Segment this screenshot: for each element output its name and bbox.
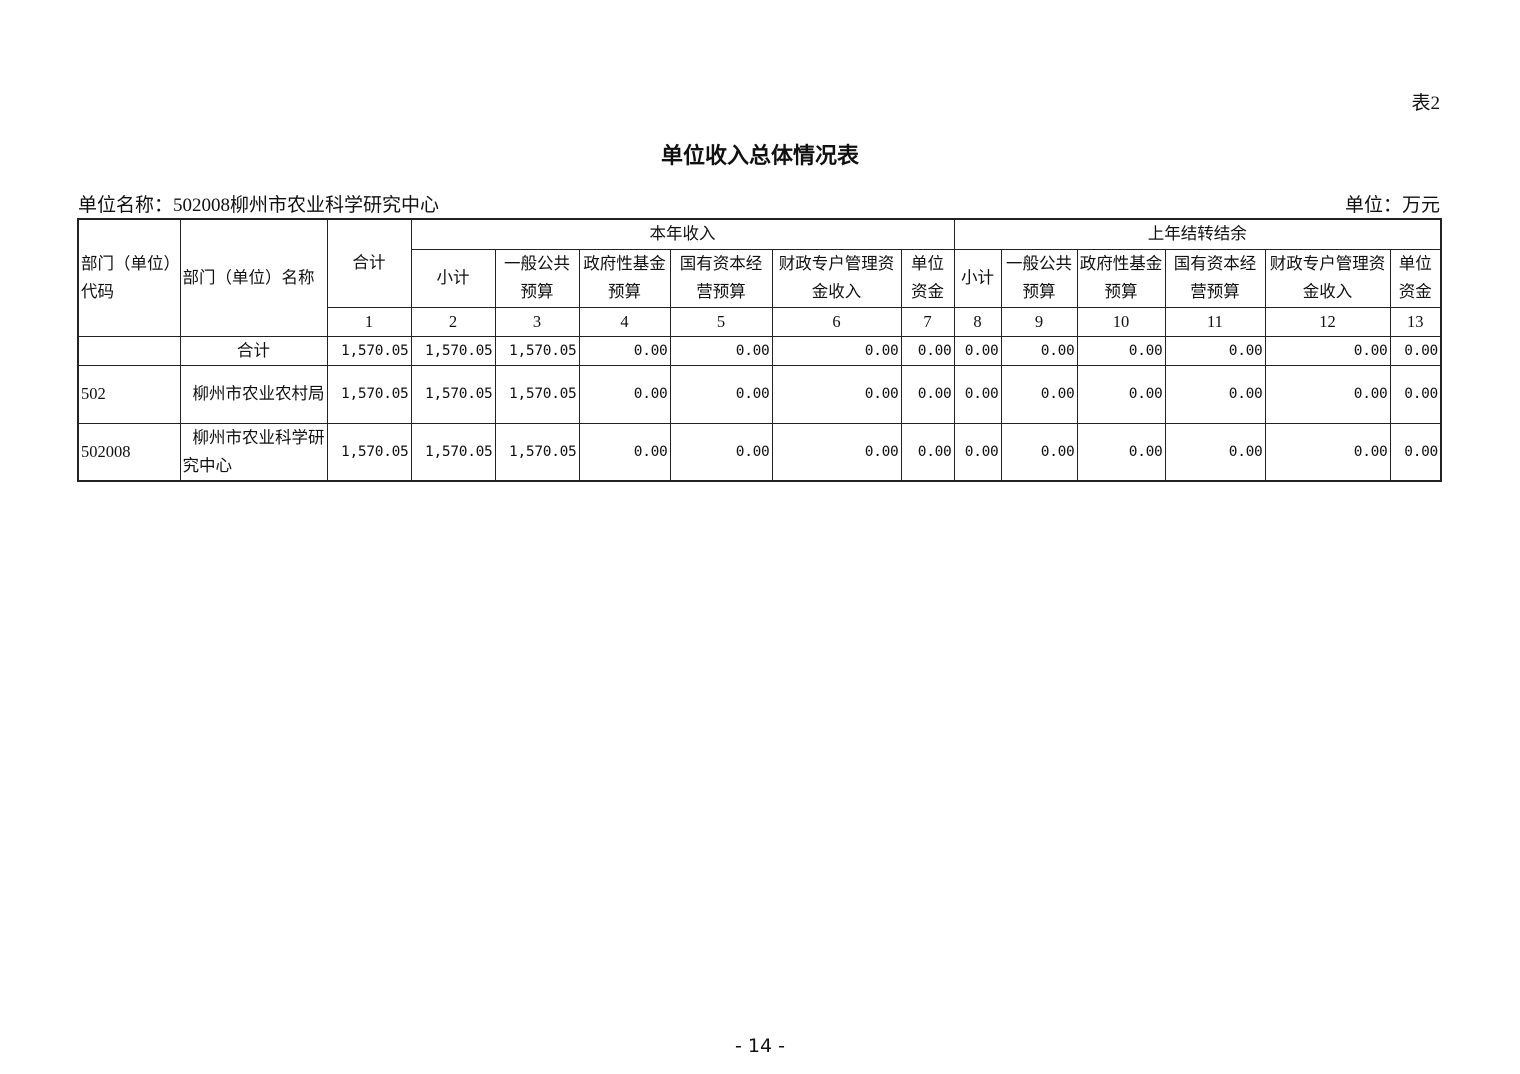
cell-value: 0.00 bbox=[900, 422, 955, 482]
income-table: 部门（单位）代码 部门（单位）名称 合计 本年收入 上年结转结余 小计 一般公共预… bbox=[77, 218, 1442, 482]
cell-value: 0.00 bbox=[953, 364, 1002, 424]
header-row-3: 1 2 3 4 5 6 7 8 9 10 11 12 13 bbox=[78, 306, 1442, 337]
cell-value: 1,570.05 bbox=[494, 335, 580, 366]
page-title: 单位收入总体情况表 bbox=[660, 144, 859, 169]
cell-value: 1,570.05 bbox=[410, 364, 496, 424]
cell-value: 0.00 bbox=[1264, 335, 1391, 366]
header-current-col: 国有资本经营预算 bbox=[669, 248, 773, 308]
cell-value: 1,570.05 bbox=[326, 422, 412, 482]
cell-value: 1,570.05 bbox=[326, 364, 412, 424]
cell-value: 0.00 bbox=[1389, 335, 1442, 366]
header-current-col: 单位资金 bbox=[900, 248, 955, 308]
table-row: 502 柳州市农业农村局 1,570.05 1,570.05 1,570.05 0.00 0… bbox=[77, 364, 1442, 424]
header-prior-col: 财政专户管理资金收入 bbox=[1264, 248, 1391, 308]
cell-name: 柳州市农业农村局 bbox=[179, 364, 328, 424]
cell-value: 0.00 bbox=[1076, 335, 1166, 366]
cell-value: 0.00 bbox=[1264, 364, 1391, 424]
unit-name: 单位名称：502008柳州市农业科学研究中心 bbox=[78, 195, 440, 216]
cell-value: 0.00 bbox=[1264, 422, 1391, 482]
cell-value: 0.00 bbox=[900, 335, 955, 366]
cell-value: 0.00 bbox=[669, 422, 773, 482]
cell-value: 0.00 bbox=[578, 364, 671, 424]
header-column-number: 2 bbox=[410, 306, 496, 337]
cell-value: 0.00 bbox=[771, 364, 902, 424]
currency-unit: 单位：万元 bbox=[1344, 195, 1440, 216]
header-prior-col: 小计 bbox=[953, 248, 1002, 308]
header-column-number: 3 bbox=[494, 306, 580, 337]
cell-value: 0.00 bbox=[669, 364, 773, 424]
cell-value: 0.00 bbox=[1076, 364, 1166, 424]
cell-value: 1,570.05 bbox=[326, 335, 412, 366]
cell-value: 0.00 bbox=[1000, 422, 1078, 482]
cell-value: 0.00 bbox=[953, 422, 1002, 482]
header-column-number: 1 bbox=[326, 306, 412, 337]
cell-value: 0.00 bbox=[953, 335, 1002, 366]
cell-value: 0.00 bbox=[1000, 335, 1078, 366]
cell-value: 0.00 bbox=[669, 335, 773, 366]
header-row-2: 小计 一般公共预算 政府性基金预算 国有资本经营预算 财政专户管理资金收入 单位资金 小计一… bbox=[78, 248, 1442, 308]
header-column-number: 5 bbox=[669, 306, 773, 337]
header-column-number: 12 bbox=[1264, 306, 1391, 337]
cell-value: 0.00 bbox=[1389, 364, 1442, 424]
header-prior-col: 一般公共预算 bbox=[1000, 248, 1078, 308]
cell-code: 502 bbox=[77, 364, 181, 424]
header-row-1: 部门（单位）代码 部门（单位）名称 合计 本年收入 上年结转结余 bbox=[77, 218, 1442, 337]
header-column-number: 8 bbox=[953, 306, 1002, 337]
cell-value: 0.00 bbox=[900, 364, 955, 424]
cell-value: 0.00 bbox=[1164, 335, 1266, 366]
header-column-number: 9 bbox=[1000, 306, 1078, 337]
cell-name: 柳州市农业科学研究中心 bbox=[179, 422, 328, 482]
cell-value: 0.00 bbox=[578, 422, 671, 482]
cell-value: 0.00 bbox=[1000, 364, 1078, 424]
header-current-col: 财政专户管理资金收入 bbox=[771, 248, 902, 308]
header-column-number: 13 bbox=[1389, 306, 1442, 337]
cell-value: 1,570.05 bbox=[410, 335, 496, 366]
header-prior-col: 单位资金 bbox=[1389, 248, 1442, 308]
cell-value: 0.00 bbox=[578, 335, 671, 366]
header-column-number: 4 bbox=[578, 306, 671, 337]
header-current-col: 政府性基金预算 bbox=[578, 248, 671, 308]
header-code: 部门（单位）代码 bbox=[77, 218, 181, 337]
cell-value: 0.00 bbox=[1389, 422, 1442, 482]
header-column-number: 11 bbox=[1164, 306, 1266, 337]
header-total: 合计 bbox=[326, 218, 412, 308]
table-label: 表2 bbox=[1411, 93, 1440, 114]
header-column-number: 6 bbox=[771, 306, 902, 337]
header-name: 部门（单位）名称 bbox=[179, 218, 328, 337]
header-prior-col: 政府性基金预算 bbox=[1076, 248, 1166, 308]
cell-code: 502008 bbox=[77, 422, 181, 482]
header-current-col: 小计 bbox=[410, 248, 496, 308]
page-number: - 14 - bbox=[735, 1035, 785, 1057]
cell-value: 0.00 bbox=[771, 335, 902, 366]
header-current-col: 一般公共预算 bbox=[494, 248, 580, 308]
cell-name: 合计 bbox=[179, 335, 328, 366]
header-column-number: 10 bbox=[1076, 306, 1166, 337]
cell-value: 0.00 bbox=[1076, 422, 1166, 482]
cell-value: 0.00 bbox=[1164, 422, 1266, 482]
header-column-number: 7 bbox=[900, 306, 955, 337]
table-row: 502008 柳州市农业科学研究中心 1,570.05 1,570.05 1,570.0… bbox=[77, 422, 1442, 482]
header-prior-col: 国有资本经营预算 bbox=[1164, 248, 1266, 308]
cell-value: 0.00 bbox=[1164, 364, 1266, 424]
cell-value: 1,570.05 bbox=[494, 364, 580, 424]
cell-value: 1,570.05 bbox=[410, 422, 496, 482]
table-row: 合计 1,570.05 1,570.05 1,570.05 0.00 0.00 0.00 0.… bbox=[77, 335, 1442, 366]
cell-value: 0.00 bbox=[771, 422, 902, 482]
header-group-prior: 上年结转结余 bbox=[953, 218, 1442, 250]
cell-code bbox=[77, 335, 181, 366]
header-group-current: 本年收入 bbox=[410, 218, 955, 250]
cell-value: 1,570.05 bbox=[494, 422, 580, 482]
